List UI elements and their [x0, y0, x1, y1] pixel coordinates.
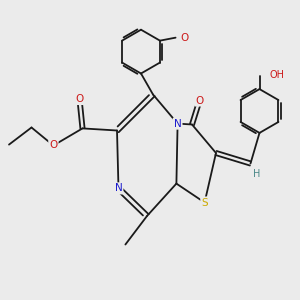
- Text: O: O: [195, 95, 204, 106]
- Text: OH: OH: [269, 70, 284, 80]
- Text: H: H: [254, 169, 261, 179]
- Text: N: N: [115, 183, 122, 194]
- Text: O: O: [75, 94, 84, 104]
- Text: N: N: [174, 118, 182, 129]
- Text: S: S: [201, 197, 208, 208]
- Text: O: O: [49, 140, 58, 151]
- Text: O: O: [180, 33, 189, 43]
